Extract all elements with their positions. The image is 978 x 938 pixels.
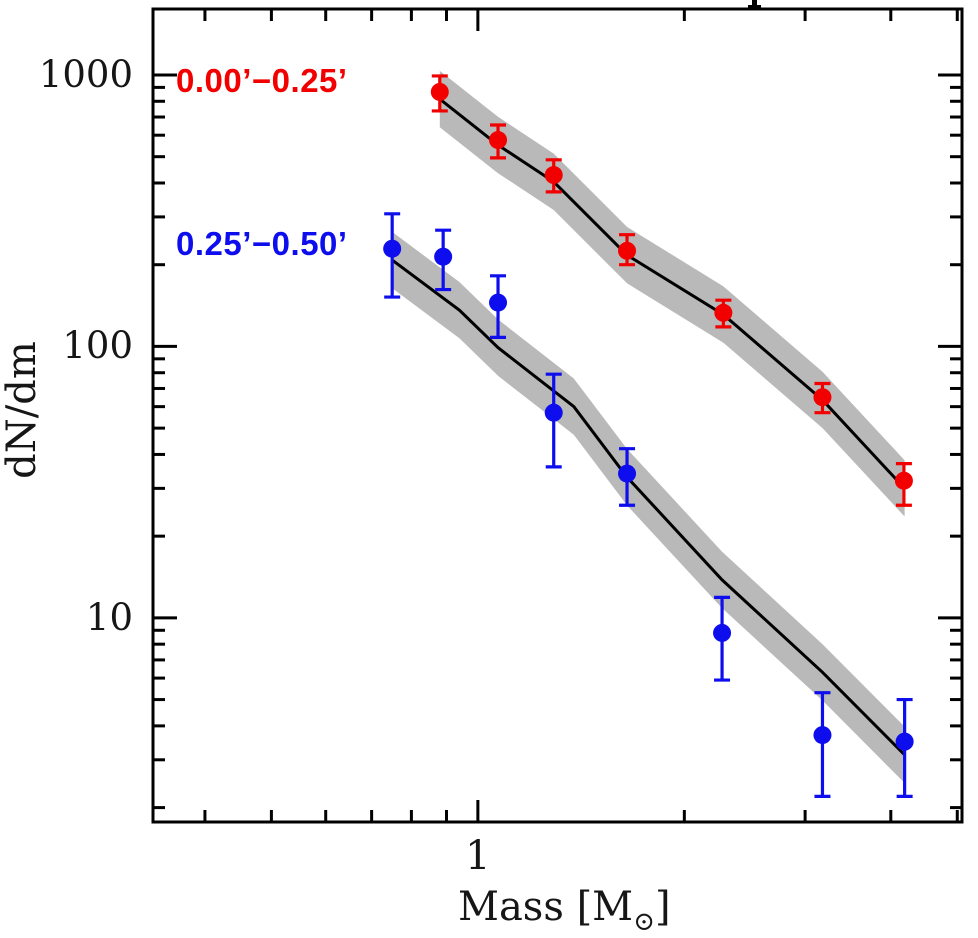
blue-data-point (434, 247, 453, 266)
x-axis-title: Mass [M⊙] (458, 884, 671, 937)
blue-data-point (544, 403, 563, 422)
red-data-point (894, 471, 913, 490)
solar-mass-symbol: ⊙ (633, 906, 655, 937)
red-data-point (618, 241, 637, 260)
legend-label-annulus-0.00-0.25: 0.00’−0.25’ (176, 62, 348, 99)
y-axis-tick-label: 100 (62, 324, 133, 368)
cropped-title-glyph (752, 0, 757, 6)
red-data-point (430, 82, 449, 101)
blue-data-point (383, 239, 402, 258)
blue-confidence-band (392, 231, 905, 783)
plot-frame (151, 7, 964, 824)
blue-data-point (813, 726, 832, 745)
blue-fit-line (391, 258, 906, 756)
red-data-point (714, 303, 733, 322)
blue-data-point (713, 623, 732, 642)
y-axis-tick-label: 10 (85, 595, 133, 639)
red-confidence-band (439, 70, 905, 517)
x-axis-title-close: ] (654, 884, 671, 930)
y-axis-tick-label: 1000 (38, 52, 133, 96)
x-axis-title-text: Mass [M (458, 884, 634, 930)
legend-label-annulus-0.25-0.50: 0.25’−0.50’ (176, 225, 348, 262)
blue-data-point (489, 293, 508, 312)
y-axis-title: dN/dm (0, 341, 45, 479)
red-data-point (489, 131, 508, 150)
red-data-point (544, 166, 563, 185)
red-data-point (813, 388, 832, 407)
x-axis-tick-label: 1 (465, 833, 491, 879)
cropped-title-glyph-serif (748, 5, 761, 9)
blue-data-point (618, 464, 637, 483)
blue-data-point (895, 732, 914, 751)
